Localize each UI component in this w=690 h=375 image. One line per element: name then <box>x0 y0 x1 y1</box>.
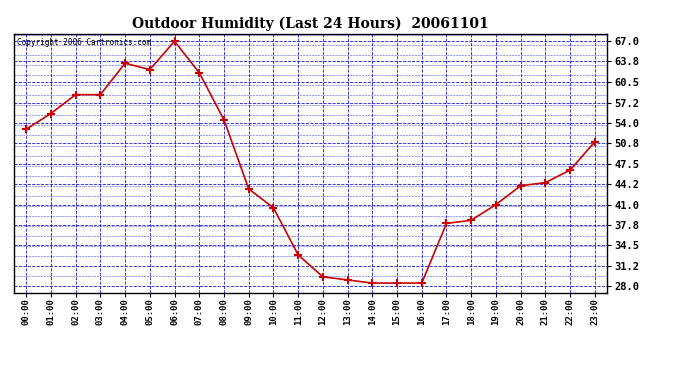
Title: Outdoor Humidity (Last 24 Hours)  20061101: Outdoor Humidity (Last 24 Hours) 2006110… <box>132 17 489 31</box>
Text: Copyright 2006 Cartronics.com: Copyright 2006 Cartronics.com <box>17 38 151 46</box>
